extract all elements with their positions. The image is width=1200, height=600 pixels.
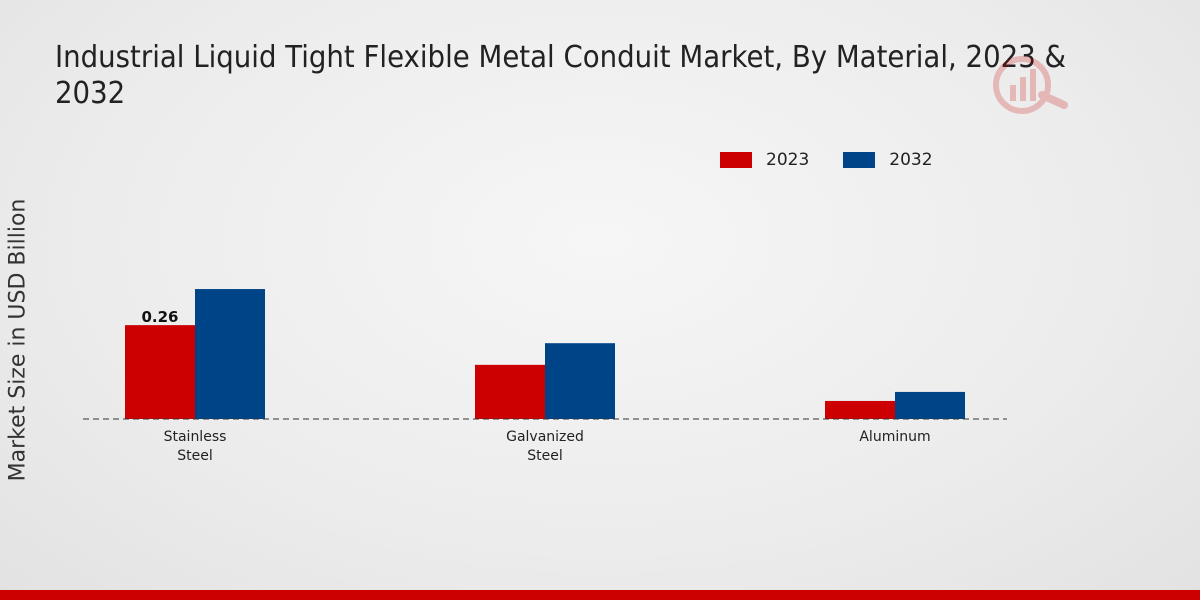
legend-item-2032: 2032 — [843, 150, 933, 170]
bar-2023-1 — [475, 364, 545, 419]
data-label-0: 0.26 — [141, 308, 178, 326]
legend-label-2032: 2032 — [889, 150, 933, 170]
x-tick-label-1-1: Steel — [527, 448, 563, 464]
legend-swatch-2023 — [720, 152, 752, 168]
legend-swatch-2032 — [843, 152, 876, 168]
bar-2032-1 — [545, 343, 615, 419]
bar-2023-0 — [125, 325, 195, 419]
legend-item-2023: 2023 — [720, 150, 809, 170]
x-tick-label-0-1: Steel — [177, 448, 213, 464]
bar-2023-2 — [825, 400, 895, 419]
x-tick-label-1-0: Galvanized — [506, 429, 584, 445]
brand-logo-watermark — [993, 56, 1068, 114]
chart-title: Industrial Liquid Tight Flexible Metal C… — [55, 40, 1067, 111]
bottom-accent-bar — [0, 590, 1200, 600]
legend: 2023 2032 — [720, 150, 933, 170]
x-tick-label-2-0: Aluminum — [859, 429, 930, 445]
legend-label-2023: 2023 — [766, 150, 810, 170]
x-tick-label-0-0: Stainless — [164, 429, 227, 445]
bar-2032-2 — [895, 391, 965, 419]
bar-2032-0 — [195, 289, 265, 419]
